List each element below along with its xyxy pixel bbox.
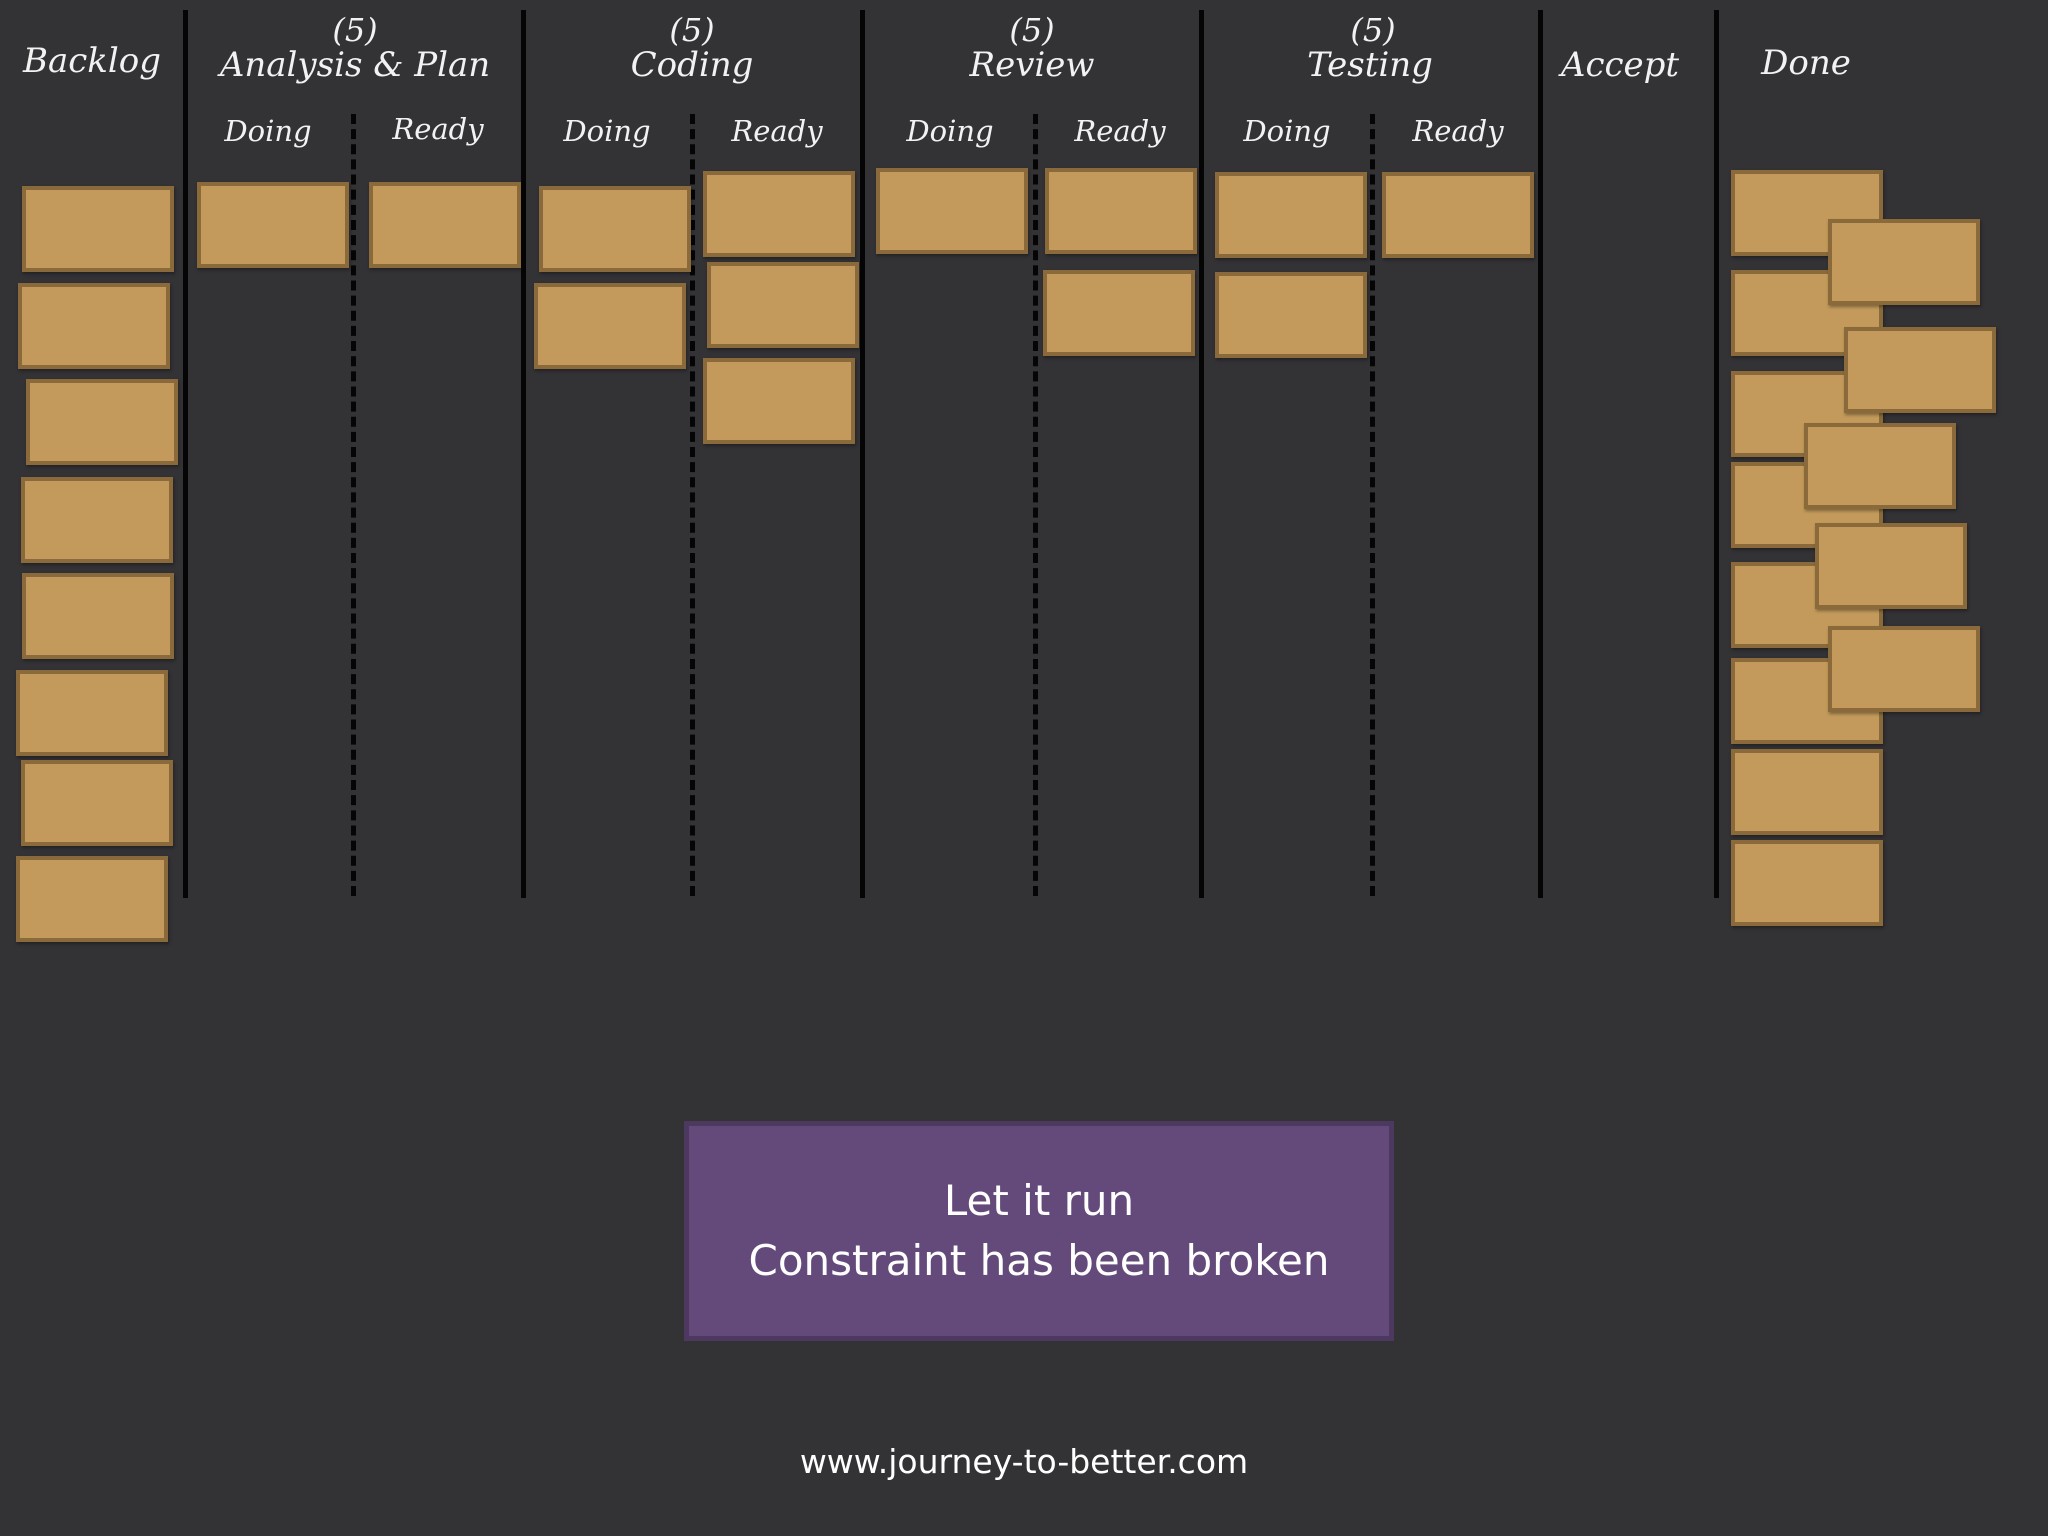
column-divider — [1538, 10, 1543, 898]
card-testing-doing[interactable] — [1215, 172, 1367, 258]
column-divider — [183, 10, 188, 898]
column-divider — [1199, 10, 1204, 898]
column-divider — [521, 10, 526, 898]
subcolumn-analysis-doing: Doing — [224, 114, 312, 148]
subcolumn-testing-doing: Doing — [1243, 114, 1331, 148]
message-line-1: Let it run — [943, 1176, 1135, 1225]
message-line-2: Constraint has been broken — [748, 1236, 1330, 1285]
subcolumn-testing-ready: Ready — [1412, 114, 1504, 148]
subcolumn-review-doing: Doing — [906, 114, 994, 148]
column-title-analysis: Analysis & Plan — [219, 45, 491, 85]
subcolumn-divider — [690, 114, 695, 896]
card-coding-ready[interactable] — [703, 171, 855, 257]
message-box: Let it run Constraint has been broken — [684, 1121, 1394, 1341]
card-backlog[interactable] — [18, 283, 170, 369]
column-title-testing: Testing — [1307, 45, 1433, 85]
card-backlog[interactable] — [16, 670, 168, 756]
card-review-doing[interactable] — [876, 168, 1028, 254]
card-done[interactable] — [1828, 219, 1980, 305]
column-title-coding: Coding — [630, 45, 754, 85]
card-done[interactable] — [1731, 749, 1883, 835]
column-title-backlog: Backlog — [22, 41, 162, 81]
card-review-ready[interactable] — [1043, 270, 1195, 356]
card-review-ready[interactable] — [1045, 168, 1197, 254]
subcolumn-divider — [1370, 114, 1375, 896]
card-done[interactable] — [1731, 840, 1883, 926]
subcolumn-analysis-ready: Ready — [392, 112, 484, 146]
card-coding-doing[interactable] — [539, 186, 691, 272]
card-backlog[interactable] — [22, 186, 174, 272]
card-backlog[interactable] — [26, 379, 178, 465]
column-title-accept: Accept — [1560, 45, 1680, 85]
card-backlog[interactable] — [21, 760, 173, 846]
card-done[interactable] — [1815, 523, 1967, 609]
wip-limit-review: (5) — [1009, 11, 1055, 49]
card-coding-ready[interactable] — [703, 358, 855, 444]
card-backlog[interactable] — [16, 856, 168, 942]
card-testing-doing[interactable] — [1215, 272, 1367, 358]
column-title-review: Review — [969, 45, 1095, 85]
card-backlog[interactable] — [22, 573, 174, 659]
subcolumn-divider — [351, 114, 356, 896]
subcolumn-coding-ready: Ready — [731, 114, 823, 148]
card-analysis-ready[interactable] — [369, 182, 521, 268]
card-analysis-doing[interactable] — [197, 182, 349, 268]
column-divider — [860, 10, 865, 898]
card-done[interactable] — [1804, 423, 1956, 509]
wip-limit-coding: (5) — [669, 11, 715, 49]
card-coding-doing[interactable] — [534, 283, 686, 369]
card-done[interactable] — [1844, 327, 1996, 413]
subcolumn-review-ready: Ready — [1074, 114, 1166, 148]
card-backlog[interactable] — [21, 477, 173, 563]
wip-limit-testing: (5) — [1350, 11, 1396, 49]
footer-url: www.journey-to-better.com — [799, 1442, 1249, 1481]
wip-limit-analysis: (5) — [332, 11, 378, 49]
column-title-done: Done — [1761, 43, 1851, 83]
card-done[interactable] — [1828, 626, 1980, 712]
column-divider — [1714, 10, 1719, 898]
subcolumn-coding-doing: Doing — [563, 114, 651, 148]
card-coding-ready[interactable] — [707, 262, 859, 348]
card-testing-ready[interactable] — [1382, 172, 1534, 258]
subcolumn-divider — [1033, 114, 1038, 896]
